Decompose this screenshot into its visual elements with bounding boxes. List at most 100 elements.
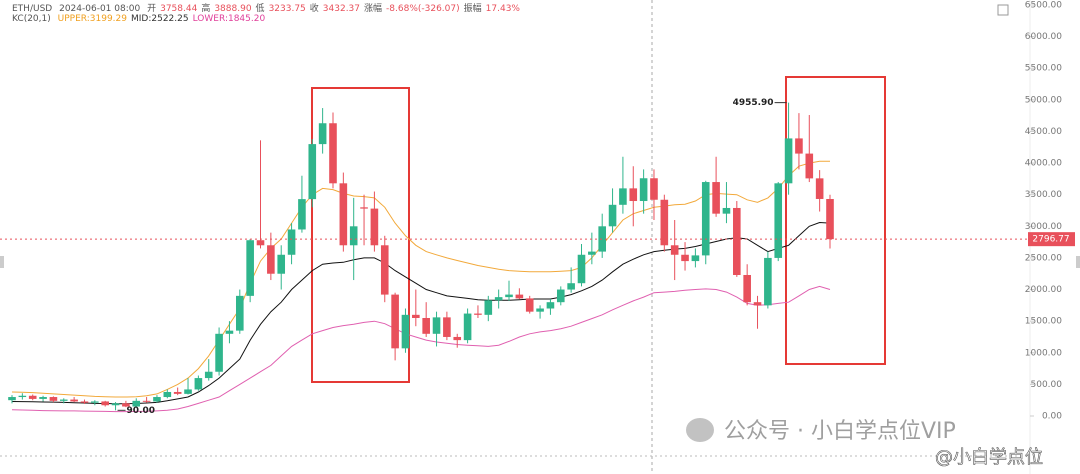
stat-value: 3233.75 bbox=[268, 4, 306, 14]
symbol: ETH/USD bbox=[12, 4, 53, 14]
high-marker-label: 4955.90 bbox=[733, 98, 774, 108]
candle-body bbox=[670, 245, 679, 255]
stat-value: 3432.37 bbox=[322, 4, 361, 14]
y-tick-label: 3000.00 bbox=[1025, 222, 1062, 232]
y-tick-label: 4500.00 bbox=[1025, 127, 1062, 137]
indicator-name: KC(20,1) bbox=[12, 14, 51, 24]
candle-body bbox=[432, 317, 441, 334]
candle-body bbox=[122, 403, 130, 407]
candle-body bbox=[277, 254, 286, 274]
highlight-box bbox=[785, 76, 886, 365]
candle-body bbox=[815, 178, 824, 199]
candle-body bbox=[215, 333, 223, 372]
highlight-box bbox=[311, 87, 410, 383]
candle-body bbox=[18, 395, 27, 398]
settings-icon[interactable] bbox=[997, 4, 1009, 16]
y-tick-label: 6000.00 bbox=[1025, 32, 1062, 42]
indicator-value: LOWER:1845.20 bbox=[192, 14, 266, 24]
candle-body bbox=[784, 138, 793, 184]
candle-body bbox=[194, 378, 203, 390]
wechat-icon bbox=[686, 418, 714, 442]
candle-body bbox=[536, 308, 544, 312]
candle-body bbox=[370, 208, 379, 246]
candle-body bbox=[59, 399, 68, 401]
candle-body bbox=[267, 245, 275, 274]
watermark-handle: @小白学点位 bbox=[935, 447, 1043, 468]
candle-body bbox=[256, 240, 265, 246]
stat-label: 振幅 bbox=[463, 4, 482, 14]
candle-body bbox=[28, 395, 37, 399]
kc-line bbox=[11, 160, 830, 398]
candle-body bbox=[567, 283, 575, 290]
price-label-bg bbox=[1028, 232, 1075, 247]
candle-body bbox=[619, 188, 627, 205]
candle-body bbox=[474, 313, 482, 315]
candle-body bbox=[494, 297, 503, 301]
candle-body bbox=[132, 400, 141, 407]
candle-body bbox=[826, 198, 834, 240]
y-tick-label: 3500.00 bbox=[1025, 190, 1062, 200]
stat-label: 高 bbox=[201, 4, 211, 14]
candle-body bbox=[795, 138, 803, 154]
candle-body bbox=[608, 204, 617, 227]
right-handle[interactable] bbox=[1076, 256, 1080, 268]
stat-value: -8.68%(-326.07) bbox=[386, 4, 460, 14]
candle-body bbox=[308, 144, 317, 200]
candle-body bbox=[774, 183, 783, 258]
candle-body bbox=[101, 401, 109, 406]
candle-body bbox=[111, 403, 120, 406]
kc-line bbox=[11, 221, 831, 405]
y-tick-label: 6500.00 bbox=[1025, 1, 1062, 11]
candle-body bbox=[349, 226, 358, 246]
y-tick-label: 500.00 bbox=[1031, 380, 1063, 390]
indicator-value: UPPER:3199.29 bbox=[57, 14, 127, 24]
candle-body bbox=[80, 401, 89, 403]
candle-body bbox=[412, 314, 420, 318]
candle-body bbox=[588, 251, 596, 255]
indicator: KC(20,1) UPPER:3199.29 MID:2522.25 LOWER:1… bbox=[12, 14, 269, 24]
stat-value: 3758.44 bbox=[160, 4, 198, 14]
candle-body bbox=[391, 294, 399, 349]
y-tick-label: 5500.00 bbox=[1025, 64, 1062, 74]
candle-body bbox=[556, 289, 565, 303]
candle-body bbox=[453, 336, 462, 341]
candle-body bbox=[515, 294, 524, 299]
candle-body bbox=[722, 207, 731, 214]
candle-body bbox=[329, 123, 337, 184]
candle-body bbox=[733, 207, 741, 275]
candle-body bbox=[639, 178, 648, 202]
candle-body bbox=[598, 226, 607, 252]
watermark-text: 公众号 · 小白学点位VIP bbox=[724, 419, 956, 444]
candle-body bbox=[525, 298, 534, 312]
candle-body bbox=[235, 295, 244, 331]
stat-label: 涨幅 bbox=[364, 4, 383, 14]
header: ETH/USD 2024-06-01 08:00 开 3758.44 高 3888.9… bbox=[12, 1, 524, 14]
time: 2024-06-01 08:00 bbox=[59, 4, 141, 14]
candle-body bbox=[142, 400, 151, 402]
candle-body bbox=[422, 317, 430, 334]
candle-body bbox=[225, 330, 234, 334]
candle-body bbox=[443, 317, 451, 337]
candle-body bbox=[577, 254, 586, 284]
candle-body bbox=[753, 302, 762, 306]
candle-body bbox=[70, 399, 78, 402]
candle-body bbox=[681, 254, 689, 262]
candle-body bbox=[650, 178, 658, 200]
stat-label: 低 bbox=[255, 4, 265, 14]
candle-body bbox=[743, 274, 751, 303]
candle-body bbox=[629, 188, 638, 202]
candle-body bbox=[91, 401, 99, 403]
candle-body bbox=[764, 257, 772, 306]
candle-body bbox=[318, 123, 327, 145]
y-tick-label: 4000.00 bbox=[1025, 159, 1062, 169]
y-tick-label: 0.00 bbox=[1042, 412, 1062, 422]
stat-value: 3888.90 bbox=[214, 4, 252, 14]
stat-label: 开 bbox=[147, 4, 157, 14]
candle-body bbox=[49, 397, 58, 401]
candle-body bbox=[298, 199, 306, 230]
left-handle[interactable] bbox=[0, 256, 4, 268]
candle-body bbox=[505, 294, 513, 298]
candle-body bbox=[287, 229, 296, 255]
